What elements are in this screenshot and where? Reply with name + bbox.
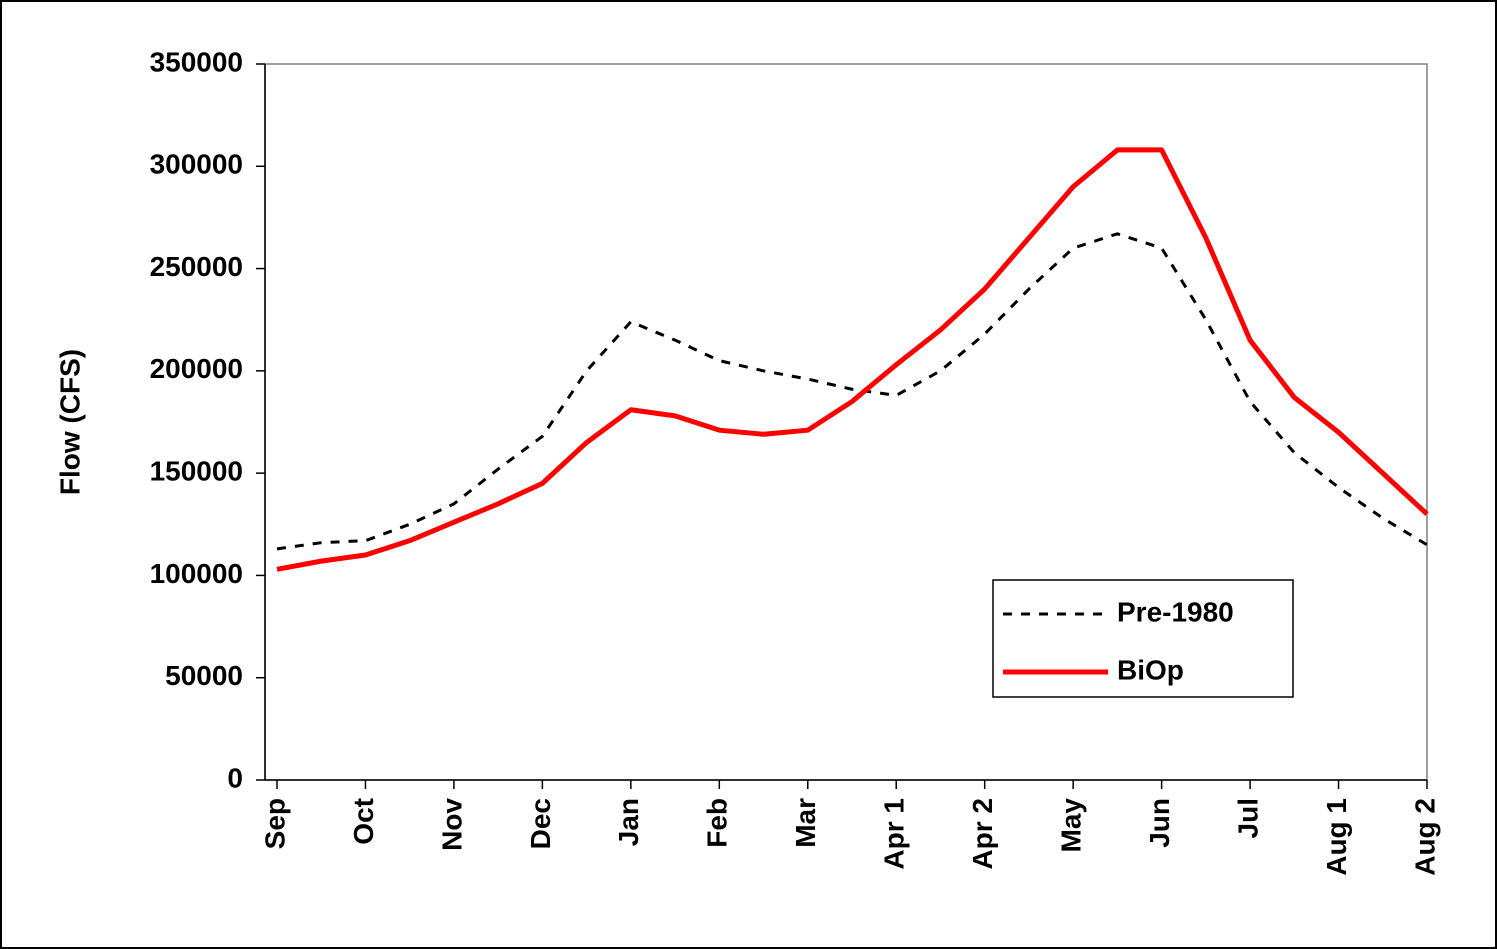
series-line (276, 147, 1429, 572)
y-tick-label: 150000 (150, 456, 243, 487)
x-tick-label: Feb (702, 798, 733, 848)
y-tick-label: 0 (227, 762, 243, 793)
x-tick-label: Aug 2 (1409, 798, 1440, 876)
legend-label: Pre-1980 (1117, 596, 1234, 627)
legend-label: BiOp (1117, 654, 1184, 685)
x-tick-label: Jan (613, 798, 644, 846)
x-tick-label: Aug 1 (1321, 798, 1352, 876)
x-tick-label: Dec (525, 798, 556, 849)
y-tick-label: 100000 (150, 558, 243, 589)
y-tick-label: 350000 (150, 46, 243, 77)
y-tick-label: 50000 (165, 660, 243, 691)
x-tick-label: Apr 1 (879, 798, 910, 870)
y-tick-label: 250000 (150, 251, 243, 282)
x-tick-label: May (1056, 798, 1087, 853)
x-tick-label: Mar (790, 798, 821, 848)
x-tick-label: Sep (259, 798, 290, 849)
x-tick-label: Jul (1232, 798, 1263, 838)
x-tick-label: Nov (436, 798, 467, 851)
x-tick-label: Apr 2 (967, 798, 998, 870)
y-tick-label: 300000 (150, 149, 243, 180)
x-tick-label: Oct (348, 798, 379, 845)
series-line (276, 232, 1428, 551)
y-tick-label: 200000 (150, 353, 243, 384)
x-tick-label: Jun (1144, 798, 1175, 848)
legend-box (992, 579, 1294, 698)
y-axis-title: Flow (CFS) (54, 349, 85, 495)
